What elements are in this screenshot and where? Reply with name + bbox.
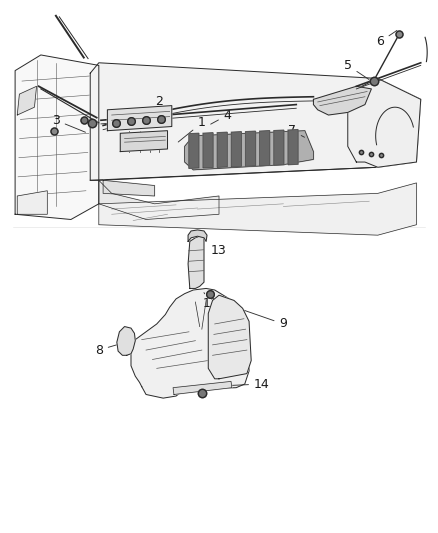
Polygon shape — [260, 131, 270, 166]
Polygon shape — [246, 131, 255, 166]
Text: 11: 11 — [202, 293, 218, 310]
Polygon shape — [274, 130, 284, 165]
Polygon shape — [120, 131, 167, 151]
Polygon shape — [185, 131, 314, 170]
Polygon shape — [208, 295, 251, 379]
Polygon shape — [131, 288, 249, 398]
Text: 1: 1 — [178, 116, 206, 142]
Text: 14: 14 — [207, 377, 270, 391]
Polygon shape — [99, 183, 417, 235]
Polygon shape — [203, 133, 213, 168]
Polygon shape — [188, 236, 204, 288]
Text: 8: 8 — [95, 342, 128, 357]
Polygon shape — [107, 106, 172, 131]
Text: 9: 9 — [241, 309, 287, 330]
Polygon shape — [90, 63, 421, 180]
Text: 3: 3 — [52, 114, 85, 132]
Text: 5: 5 — [344, 59, 369, 79]
Text: 6: 6 — [376, 30, 397, 49]
Polygon shape — [99, 180, 219, 220]
Polygon shape — [217, 132, 227, 167]
Text: 2: 2 — [144, 95, 163, 120]
Polygon shape — [288, 130, 298, 165]
Polygon shape — [15, 55, 99, 220]
Polygon shape — [173, 382, 232, 394]
Text: 4: 4 — [211, 109, 232, 124]
Polygon shape — [348, 78, 421, 167]
Polygon shape — [188, 230, 207, 241]
Polygon shape — [189, 133, 199, 168]
Polygon shape — [231, 132, 241, 167]
Text: 7: 7 — [288, 124, 304, 137]
Text: 13: 13 — [202, 237, 227, 257]
Polygon shape — [17, 86, 36, 115]
Polygon shape — [117, 327, 135, 356]
Polygon shape — [103, 180, 155, 196]
Polygon shape — [17, 191, 47, 214]
Polygon shape — [314, 86, 371, 115]
